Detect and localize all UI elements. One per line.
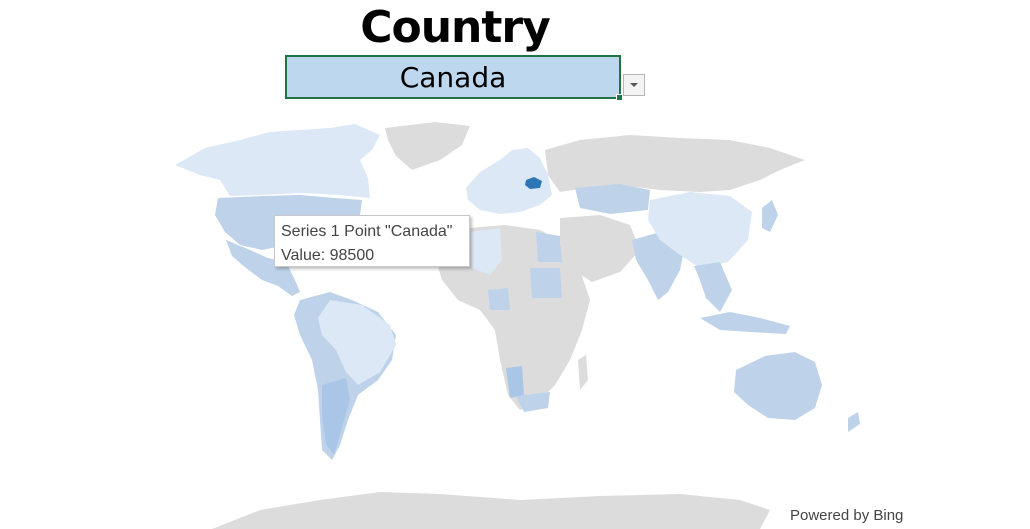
region-madagascar[interactable] xyxy=(578,355,588,390)
region-middle-east[interactable] xyxy=(560,215,640,282)
region-egypt[interactable] xyxy=(536,232,562,262)
region-namibia[interactable] xyxy=(506,366,524,398)
region-nigeria[interactable] xyxy=(488,288,510,310)
country-selector-cell[interactable]: Canada xyxy=(285,55,623,101)
region-india[interactable] xyxy=(632,232,685,300)
region-sudan[interactable] xyxy=(530,268,562,298)
chart-tooltip: Series 1 Point "Canada" Value: 98500 xyxy=(274,215,470,267)
region-new-zealand[interactable] xyxy=(848,412,860,432)
region-mexico[interactable] xyxy=(226,240,300,296)
region-south-africa[interactable] xyxy=(516,392,550,412)
country-dropdown-button[interactable] xyxy=(623,74,645,96)
region-canada[interactable] xyxy=(175,124,380,198)
region-belarus[interactable] xyxy=(525,177,542,189)
region-australia[interactable] xyxy=(734,352,822,420)
region-antarctica[interactable] xyxy=(212,492,770,529)
region-greenland[interactable] xyxy=(385,122,470,170)
region-argentina[interactable] xyxy=(322,378,350,455)
page-title: Country xyxy=(360,2,551,53)
fill-handle[interactable] xyxy=(616,94,623,101)
region-indonesia[interactable] xyxy=(700,312,790,334)
region-europe[interactable] xyxy=(466,148,552,214)
region-kazakhstan[interactable] xyxy=(575,184,650,214)
region-russia[interactable] xyxy=(545,135,805,192)
region-southeast-asia[interactable] xyxy=(694,262,732,312)
region-algeria[interactable] xyxy=(470,228,502,275)
tooltip-value-label: Value: 98500 xyxy=(281,247,375,264)
region-china[interactable] xyxy=(648,192,752,268)
tooltip-series-label: Series 1 Point "Canada" xyxy=(281,223,453,240)
bing-attribution: Powered by Bing xyxy=(790,507,904,524)
chevron-down-icon xyxy=(630,83,638,87)
selected-country-value: Canada xyxy=(399,60,507,94)
region-brazil[interactable] xyxy=(318,300,396,385)
region-japan[interactable] xyxy=(762,200,778,232)
